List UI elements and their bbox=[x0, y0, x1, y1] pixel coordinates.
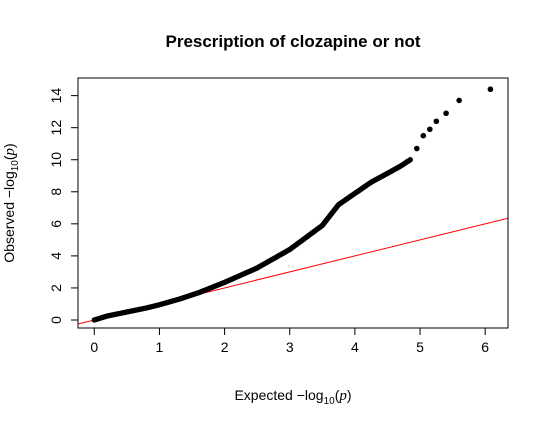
x-tick-label: 6 bbox=[481, 339, 489, 355]
y-tick-label: 10 bbox=[48, 152, 64, 168]
chart-title: Prescription of clozapine or not bbox=[165, 32, 420, 51]
y-tick-label: 12 bbox=[48, 120, 64, 136]
y-tick-label: 6 bbox=[48, 220, 64, 228]
y-tick-label: 0 bbox=[48, 316, 64, 324]
x-tick-label: 1 bbox=[156, 339, 164, 355]
x-tick-label: 3 bbox=[286, 339, 294, 355]
data-point bbox=[420, 132, 427, 139]
y-axis-label: Observed −log10(p) bbox=[1, 143, 21, 262]
data-point bbox=[487, 86, 494, 93]
plot-frame bbox=[77, 77, 509, 329]
y-axis: 0 2 4 6 8 10 12 14 bbox=[48, 88, 79, 324]
x-tick-label: 5 bbox=[416, 339, 424, 355]
x-tick-label: 0 bbox=[90, 339, 98, 355]
data-point bbox=[456, 97, 462, 104]
data-point bbox=[413, 145, 420, 152]
y-tick-label: 8 bbox=[48, 188, 64, 196]
data-point bbox=[407, 157, 413, 163]
x-tick-label: 2 bbox=[221, 339, 229, 355]
data-point bbox=[433, 118, 440, 125]
data-point bbox=[427, 126, 433, 133]
y-tick-label: 2 bbox=[48, 284, 64, 292]
y-tick-label: 14 bbox=[48, 88, 64, 104]
x-axis-label: Expected −log10(p) bbox=[234, 387, 351, 407]
data-point bbox=[443, 110, 449, 117]
x-axis: 0 1 2 3 4 5 6 bbox=[90, 327, 489, 355]
x-tick-label: 4 bbox=[351, 339, 359, 355]
y-tick-label: 4 bbox=[48, 252, 64, 260]
